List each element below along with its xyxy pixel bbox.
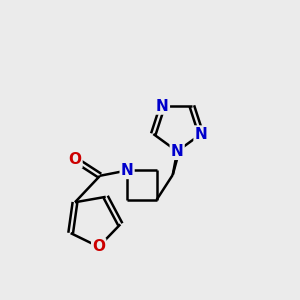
- Text: O: O: [92, 239, 105, 254]
- Text: N: N: [156, 98, 169, 113]
- Text: N: N: [195, 127, 207, 142]
- Text: N: N: [121, 163, 134, 178]
- Text: O: O: [68, 152, 82, 167]
- Text: N: N: [171, 144, 184, 159]
